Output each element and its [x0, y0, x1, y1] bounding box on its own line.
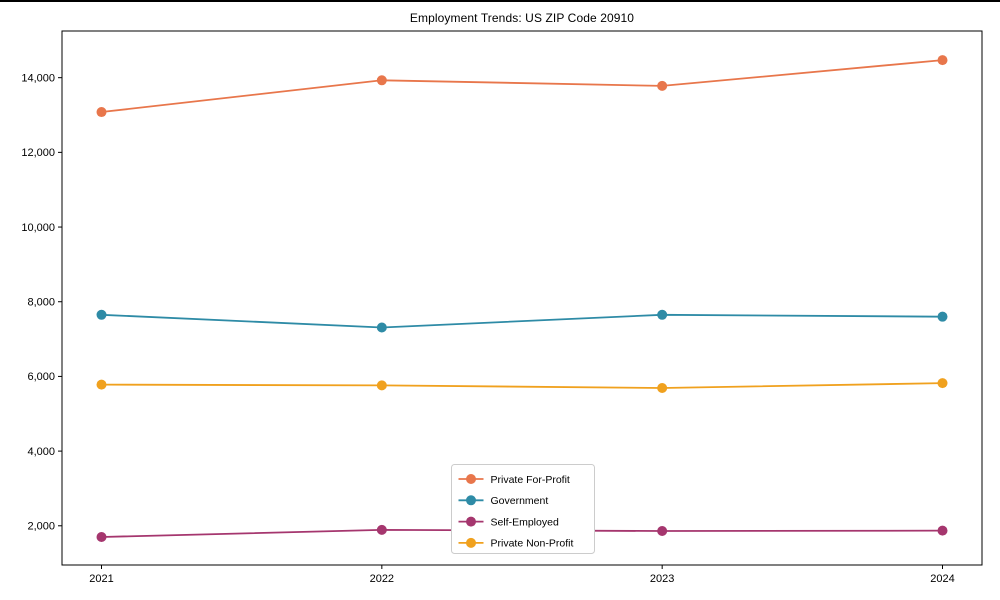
data-point-government-2024 — [937, 311, 948, 322]
data-point-private-non-profit-2023 — [657, 382, 668, 393]
x-tick-label: 2023 — [650, 573, 674, 585]
legend-item-self-employed: Self-Employed — [458, 516, 559, 528]
legend-label: Self-Employed — [491, 516, 559, 528]
series-line-private-non-profit — [101, 382, 943, 389]
legend-marker-dot — [466, 537, 476, 548]
x-tick-label: 2024 — [930, 573, 954, 585]
data-point-government-2022 — [376, 322, 387, 333]
x-tick-label: 2022 — [370, 573, 394, 585]
legend-label: Government — [491, 495, 549, 507]
data-point-private-for-profit-2024 — [937, 55, 948, 66]
data-point-private-for-profit-2023 — [657, 80, 668, 91]
legend-marker-dot — [466, 474, 476, 484]
legend: Private For-Profit Government Self-Employe… — [451, 464, 595, 554]
plot-frame — [61, 30, 983, 566]
y-tick-label: 14,000 — [21, 72, 55, 84]
y-tick-label: 6,000 — [27, 371, 55, 383]
data-point-self-employed-2021 — [96, 531, 107, 542]
data-point-self-employed-2022 — [376, 524, 387, 535]
legend-marker-dot — [466, 516, 476, 527]
legend-item-private-non-profit: Private Non-Profit — [458, 537, 574, 550]
chart-title: Employment Trends: US ZIP Code 20910 — [409, 11, 635, 25]
legend-label: Private For-Profit — [491, 474, 570, 486]
legend-marker-dot — [466, 495, 476, 506]
data-point-private-for-profit-2021 — [96, 107, 107, 118]
y-tick-label: 12,000 — [21, 147, 55, 159]
data-point-private-non-profit-2022 — [376, 380, 387, 391]
plot-area: 2,000 4,000 6,000 8,000 10,000 12,000 14,000 20… — [21, 30, 983, 585]
y-tick-label: 8,000 — [27, 297, 55, 309]
window-top-edge — [0, 0, 1000, 2]
series-line-private-for-profit — [101, 59, 943, 113]
series-line-government — [101, 313, 943, 329]
y-tick-label: 10,000 — [21, 222, 55, 234]
data-point-private-non-profit-2021 — [96, 379, 107, 390]
data-point-self-employed-2024 — [937, 525, 948, 536]
y-tick-label: 4,000 — [27, 446, 55, 458]
legend-item-government: Government — [458, 495, 549, 507]
data-point-private-for-profit-2022 — [376, 75, 387, 86]
data-point-government-2021 — [96, 309, 107, 320]
x-tick-label: 2021 — [89, 573, 113, 585]
data-point-self-employed-2023 — [657, 526, 668, 537]
legend-label: Private Non-Profit — [491, 538, 574, 550]
y-tick-label: 2,000 — [27, 521, 55, 533]
data-point-private-non-profit-2024 — [937, 378, 948, 389]
legend-item-private-for-profit: Private For-Profit — [458, 474, 570, 486]
data-point-government-2023 — [657, 309, 668, 320]
legend-box — [451, 464, 595, 554]
